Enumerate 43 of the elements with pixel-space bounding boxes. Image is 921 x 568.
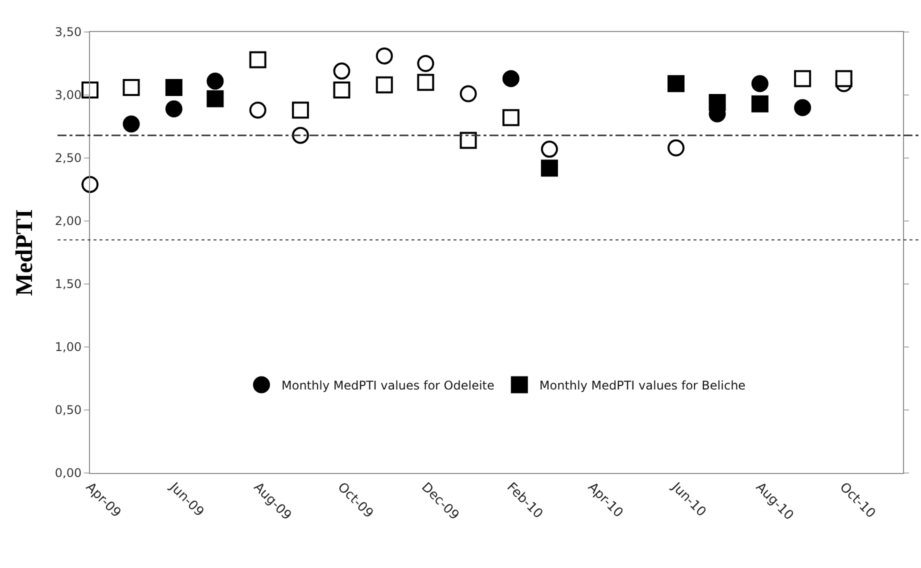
point — [206, 90, 224, 108]
point — [540, 160, 558, 177]
point — [249, 102, 266, 119]
point — [794, 70, 812, 88]
point — [376, 47, 393, 64]
y-tick-label: 1,00 — [54, 340, 82, 354]
y-tick-label: 3,00 — [54, 88, 82, 102]
point — [206, 72, 224, 90]
point — [460, 85, 477, 102]
point — [502, 70, 520, 88]
legend-label: Monthly MedPTI values for Beliche — [539, 378, 746, 392]
point — [376, 76, 393, 94]
point — [540, 140, 558, 158]
y-tick-label: 2,00 — [54, 214, 82, 228]
point — [333, 81, 350, 98]
point — [292, 102, 309, 119]
point — [751, 95, 768, 112]
point — [708, 94, 726, 112]
point — [502, 109, 520, 126]
point — [835, 70, 852, 88]
y-tick-label: 0,00 — [54, 466, 82, 480]
y-tick-label: 3,50 — [54, 25, 82, 40]
point — [122, 78, 140, 96]
point — [460, 132, 477, 149]
point — [333, 62, 350, 80]
point — [751, 75, 768, 92]
point — [668, 139, 685, 156]
point — [249, 51, 266, 68]
y-tick-label: 0,50 — [54, 403, 82, 418]
point — [668, 75, 685, 92]
point — [292, 126, 309, 144]
point — [417, 74, 434, 91]
point — [794, 99, 812, 116]
point — [122, 115, 140, 132]
legend-label: Monthly MedPTI values for Odeleite — [282, 378, 494, 392]
y-tick-label: 2,50 — [54, 151, 82, 166]
y-axis-title: MedPTI — [12, 209, 38, 296]
point — [82, 176, 98, 193]
point — [165, 78, 182, 96]
point — [82, 81, 98, 98]
point — [417, 55, 434, 72]
y-tick-label: 1,50 — [54, 277, 82, 292]
point — [165, 100, 182, 118]
